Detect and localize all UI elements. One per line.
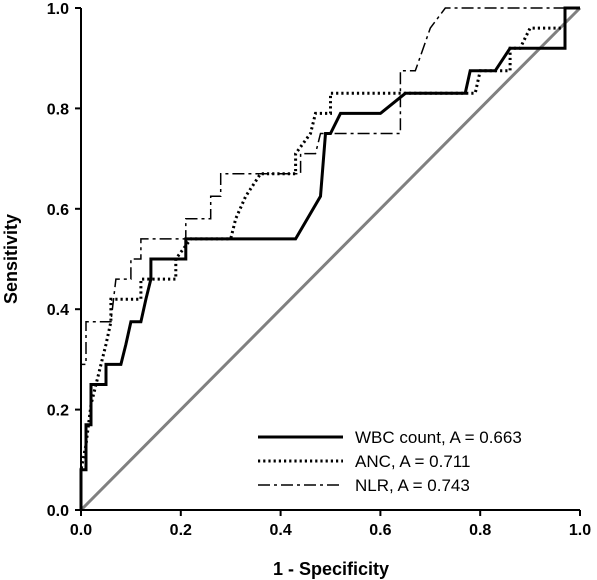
axes <box>75 7 581 516</box>
y-tick-label: 0.2 <box>47 403 69 420</box>
y-tick-label: 0.0 <box>47 503 69 520</box>
y-tick-label: 1.0 <box>47 1 69 18</box>
roc-curve-wbc <box>79 6 580 510</box>
x-tick-label: 0.2 <box>170 522 192 539</box>
x-tick-label: 0.6 <box>369 522 391 539</box>
x-axis-title: 1 - Specificity <box>273 559 389 579</box>
y-tick-label: 0.8 <box>47 101 69 118</box>
y-tick-label: 0.4 <box>47 302 69 319</box>
legend-label-anc: ANC, A = 0.711 <box>355 452 470 471</box>
roc-curve-anc <box>79 6 580 510</box>
legend-label-wbc: WBC count, A = 0.663 <box>355 428 522 447</box>
legend: WBC count, A = 0.663 ANC, A = 0.711 NLR,… <box>258 428 522 495</box>
x-tick-label: 0.4 <box>269 522 291 539</box>
roc-curve-nlr <box>80 7 580 510</box>
x-tick-label: 0.0 <box>70 522 92 539</box>
y-tick-label: 0.6 <box>47 202 69 219</box>
reference-diagonal <box>79 6 582 512</box>
legend-label-nlr: NLR, A = 0.743 <box>355 476 470 495</box>
tick-labels: 0.0 0.2 0.4 0.6 0.8 1.0 0.0 0.2 0.4 0.6 0.8 1.0 <box>47 1 591 539</box>
plot-area <box>79 6 582 512</box>
y-axis-title: Sensitivity <box>1 214 21 304</box>
x-tick-label: 0.8 <box>469 522 491 539</box>
x-tick-label: 1.0 <box>569 522 591 539</box>
